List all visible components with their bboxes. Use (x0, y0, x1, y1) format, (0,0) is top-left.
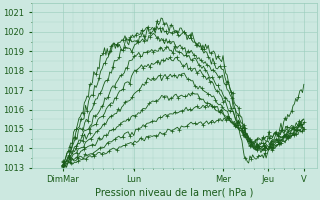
X-axis label: Pression niveau de la mer( hPa ): Pression niveau de la mer( hPa ) (95, 187, 253, 197)
